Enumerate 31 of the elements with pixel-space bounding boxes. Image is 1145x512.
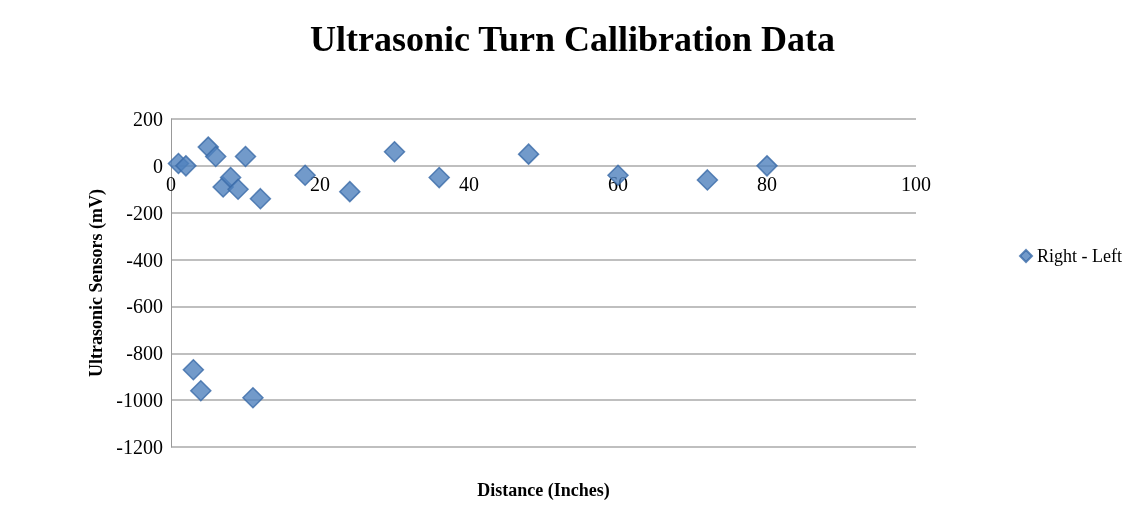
point xyxy=(242,387,264,409)
legend-label: Right - Left xyxy=(1037,246,1122,266)
point xyxy=(234,145,257,168)
point xyxy=(696,169,719,191)
y-tick-label: -600 xyxy=(126,295,163,318)
x-axis-title: Distance (Inches) xyxy=(477,480,610,501)
y-tick-label: -1200 xyxy=(116,436,163,458)
chart-title: Ultrasonic Turn Callibration Data xyxy=(309,19,836,59)
y-tick-label: -400 xyxy=(126,248,163,271)
point xyxy=(249,187,272,210)
y-tick-label: -1000 xyxy=(116,389,163,412)
x-tick-label: 100 xyxy=(901,172,931,195)
point xyxy=(517,143,540,165)
point xyxy=(383,141,406,163)
point xyxy=(190,380,212,402)
point xyxy=(756,155,778,177)
x-tick-label: 40 xyxy=(459,172,479,195)
point xyxy=(428,166,450,189)
y-axis-title: Ultrasonic Sensors (mV) xyxy=(86,189,108,377)
point xyxy=(175,155,197,177)
point xyxy=(227,178,249,201)
y-tick-label: -800 xyxy=(126,342,163,365)
point xyxy=(182,358,205,381)
point xyxy=(204,145,227,168)
y-tick-label: -200 xyxy=(126,201,163,224)
y-tick-label: 0 xyxy=(153,154,163,177)
x-tick-label: 80 xyxy=(757,172,777,195)
point xyxy=(339,180,361,203)
point xyxy=(219,166,242,189)
y-tick-label: 200 xyxy=(133,108,163,130)
x-tick-label: 20 xyxy=(310,172,330,195)
